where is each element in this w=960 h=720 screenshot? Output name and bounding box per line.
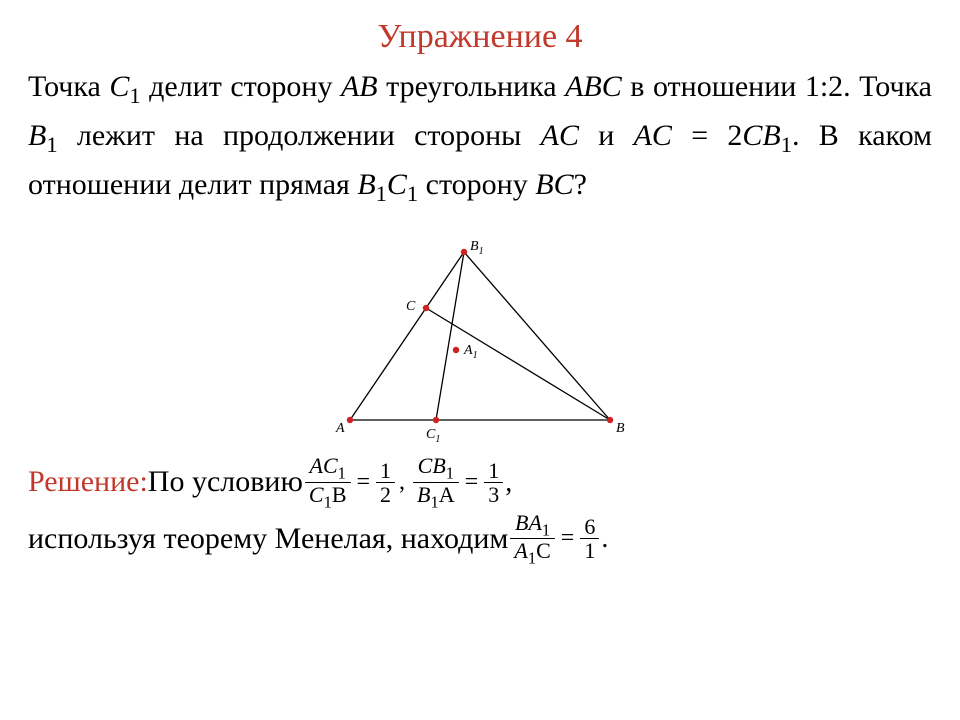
- svg-text:A: A: [335, 421, 345, 436]
- solution-line2-suffix: .: [601, 517, 608, 560]
- solution-line1-prefix: По условию: [148, 459, 303, 506]
- problem-statement: Точка C1 делит сторону AB треугольника A…: [28, 64, 932, 210]
- solution-line2-prefix: используя теорему Менелая, находим: [28, 516, 508, 563]
- solution-block: Решение: По условию AC1C1B=12 , CB1B1A=1…: [28, 454, 932, 567]
- svg-text:A1: A1: [463, 343, 478, 361]
- sep-1: ,: [399, 464, 405, 501]
- svg-text:C: C: [406, 299, 416, 314]
- solution-line-2: используя теорему Менелая, находим BA1A1…: [28, 511, 932, 567]
- fraction-2: CB1B1A=13: [411, 454, 505, 510]
- geometry-diagram: A B C B1 C1 A1: [330, 220, 630, 450]
- solution-line-1: Решение: По условию AC1C1B=12 , CB1B1A=1…: [28, 454, 932, 510]
- svg-text:C1: C1: [426, 427, 440, 445]
- fraction-1: AC1C1B=12: [303, 454, 397, 510]
- fraction-3: BA1A1C=61: [508, 511, 601, 567]
- svg-text:B1: B1: [470, 239, 484, 257]
- solution-label: Решение:: [28, 459, 148, 506]
- diagram-container: A B C B1 C1 A1: [28, 220, 932, 450]
- solution-line1-suffix: ,: [505, 461, 512, 504]
- exercise-title: Упражнение 4: [28, 18, 932, 56]
- svg-text:B: B: [616, 421, 625, 436]
